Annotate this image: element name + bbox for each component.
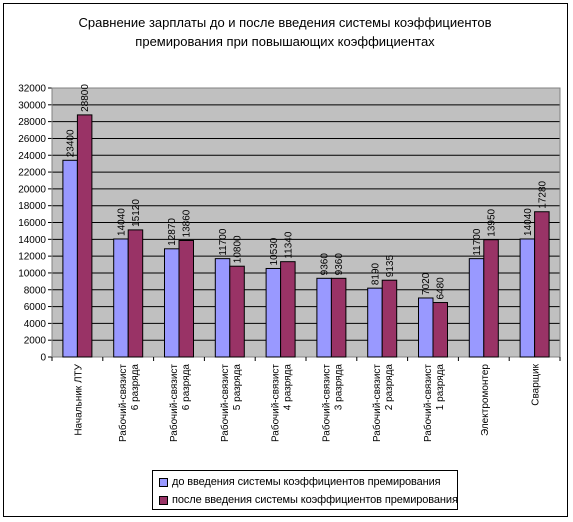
y-tick-label: 24000 <box>18 151 46 162</box>
legend-swatch-after <box>159 495 168 505</box>
legend-label-before: до введения системы коэффициентов премир… <box>172 476 441 488</box>
x-tick-label: 3 разряда <box>333 364 344 411</box>
legend-item-after: после введения системы коэффициентов пре… <box>159 492 458 508</box>
x-tick-label: Рабочий-связист <box>320 364 332 442</box>
y-tick-label: 30000 <box>18 100 46 111</box>
bar <box>519 238 536 358</box>
data-label: 14040 <box>523 208 534 236</box>
y-tick-label: 6000 <box>24 302 47 313</box>
data-label: 7020 <box>421 272 432 295</box>
x-tick-label: Рабочий-связист <box>371 364 383 442</box>
data-label: 12870 <box>167 218 178 246</box>
bar <box>330 277 347 358</box>
legend-swatch-before <box>159 477 168 487</box>
y-tick-label: 0 <box>40 353 46 364</box>
bar <box>468 258 485 358</box>
x-tick-label: Начальник ЛТУ <box>73 363 84 435</box>
x-tick-label: Рабочий-связист <box>219 364 231 442</box>
bar-chart: 0 2000 4000 6000 8000 10000 12000 14000 16000 180… <box>18 84 561 442</box>
y-tick-label: 14000 <box>18 235 46 246</box>
bar <box>76 114 93 358</box>
y-tick-label: 10000 <box>18 268 46 279</box>
y-tick-label: 2000 <box>24 336 47 347</box>
bar <box>265 267 282 358</box>
y-tick-label: 20000 <box>18 184 46 195</box>
x-tick-label: Рабочий-связист <box>270 364 282 442</box>
bar <box>113 238 129 358</box>
chart-legend: до введения системы коэффициентов премир… <box>152 470 458 510</box>
x-tick-label: Электромонтер <box>480 364 491 436</box>
y-tick-label: 12000 <box>18 252 46 263</box>
data-label: 28800 <box>80 84 91 112</box>
data-label: 11340 <box>283 231 294 259</box>
data-label: 15120 <box>131 199 142 227</box>
bar <box>62 159 78 358</box>
data-label: 9360 <box>320 253 331 276</box>
bar <box>534 211 550 358</box>
y-tick-label: 16000 <box>18 218 46 229</box>
data-label: 23400 <box>66 129 77 157</box>
data-label: 14040 <box>116 208 127 236</box>
bar <box>418 297 434 358</box>
y-tick-label: 28000 <box>18 117 46 128</box>
x-tick-label: 4 разряда <box>283 364 294 411</box>
y-tick-label: 22000 <box>18 168 46 179</box>
bar <box>381 279 398 358</box>
data-label: 11700 <box>472 228 483 256</box>
data-label: 9360 <box>334 253 345 276</box>
data-label: 11700 <box>218 228 229 256</box>
bar <box>178 239 194 358</box>
data-label: 9135 <box>385 255 396 278</box>
bar <box>483 239 499 358</box>
chart-title: Сравнение зарплаты до и после введения с… <box>78 15 492 49</box>
bar <box>164 248 180 358</box>
y-tick-label: 26000 <box>18 134 46 145</box>
x-tick-label: Рабочий-связист <box>422 364 434 442</box>
y-tick-label: 32000 <box>18 84 46 95</box>
data-label: 6480 <box>436 277 447 300</box>
x-tick-label: 5 разряда <box>232 364 243 411</box>
bar <box>280 261 296 358</box>
x-tick-label: Рабочий-связист <box>168 364 180 442</box>
y-tick-label: 8000 <box>24 285 47 296</box>
bar <box>214 258 231 358</box>
data-label: 8190 <box>370 262 381 285</box>
data-label: 17280 <box>537 180 548 208</box>
data-label: 10530 <box>269 237 280 265</box>
y-tick-label: 4000 <box>24 319 47 330</box>
legend-item-before: до введения системы коэффициентов премир… <box>159 474 441 490</box>
bar <box>432 302 448 358</box>
data-label: 10800 <box>233 235 244 263</box>
x-tick-label: Рабочий-связист <box>117 364 129 442</box>
bar <box>316 277 332 358</box>
data-label: 13860 <box>182 209 193 237</box>
x-tick-label: 6 разряда <box>130 364 141 411</box>
data-label: 13950 <box>487 208 498 236</box>
bar <box>127 229 144 358</box>
legend-label-after: после введения системы коэффициентов пре… <box>172 494 458 506</box>
x-tick-label: 6 разряда <box>181 364 192 411</box>
bar <box>367 287 383 358</box>
x-tick-label: 2 разряда <box>384 364 395 411</box>
x-tick-label: Сварщик <box>531 363 542 405</box>
x-tick-label: 1 разряда <box>435 364 446 411</box>
bar <box>229 265 245 358</box>
y-tick-label: 18000 <box>18 201 46 212</box>
